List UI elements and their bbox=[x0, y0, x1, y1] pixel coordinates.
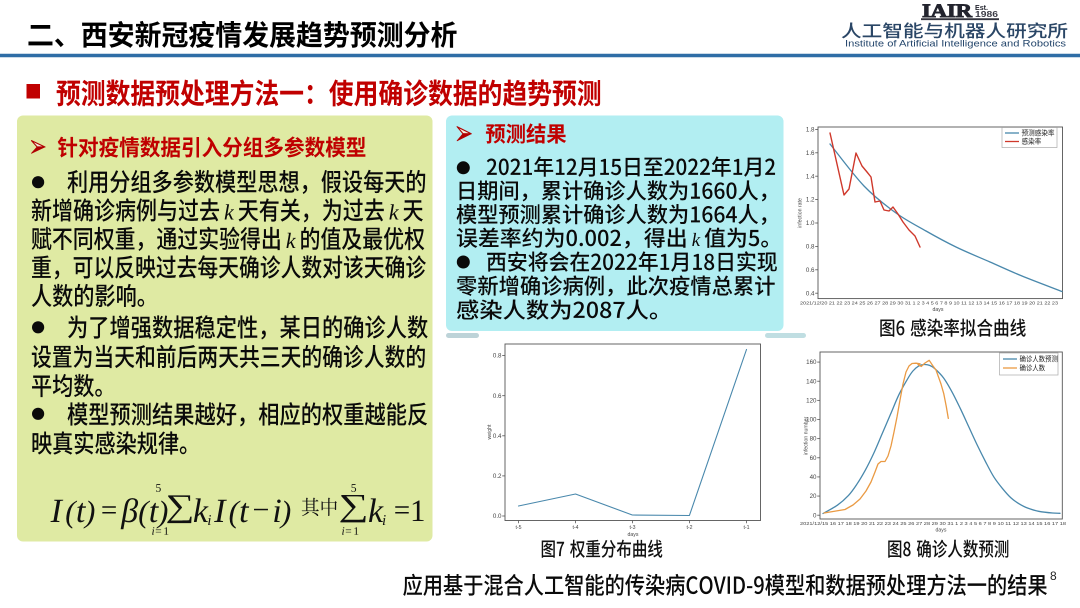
svg-text:2021/12/15 16 17 18 19 20 21 2: 2021/12/15 16 17 18 19 20 21 22 23 24 25… bbox=[800, 521, 1067, 526]
svg-text:weight: weight bbox=[487, 424, 493, 440]
svg-text:100: 100 bbox=[806, 417, 817, 424]
svg-text:t-2: t-2 bbox=[686, 525, 692, 531]
svg-text:infection number: infection number bbox=[804, 417, 810, 456]
svg-text:20: 20 bbox=[810, 493, 817, 500]
svg-text:0.6: 0.6 bbox=[493, 393, 502, 400]
svg-text:1.6: 1.6 bbox=[806, 150, 815, 157]
svg-text:0.4: 0.4 bbox=[493, 433, 502, 440]
svg-text:1.0: 1.0 bbox=[806, 220, 815, 227]
svg-text:60: 60 bbox=[810, 455, 817, 462]
svg-text:40: 40 bbox=[810, 474, 817, 481]
svg-text:t-5: t-5 bbox=[515, 525, 521, 531]
svg-text:1986: 1986 bbox=[975, 9, 998, 19]
svg-text:1.4: 1.4 bbox=[806, 173, 815, 180]
svg-text:80: 80 bbox=[810, 436, 817, 443]
svg-text:0.2: 0.2 bbox=[493, 473, 502, 480]
svg-text:t-4: t-4 bbox=[572, 525, 578, 531]
svg-text:Est.: Est. bbox=[975, 5, 988, 12]
svg-text:days: days bbox=[933, 307, 944, 313]
svg-text:1.8: 1.8 bbox=[806, 127, 815, 134]
svg-text:0.8: 0.8 bbox=[806, 244, 815, 251]
svg-text:infection rate: infection rate bbox=[798, 198, 804, 228]
svg-text:t-1: t-1 bbox=[743, 525, 749, 531]
svg-text:t-3: t-3 bbox=[629, 525, 635, 531]
svg-text:0: 0 bbox=[813, 512, 817, 519]
svg-text:2021/12/20 21 22 23 24 25 26 2: 2021/12/20 21 22 23 24 25 26 27 28 29 30… bbox=[800, 301, 1059, 306]
svg-text:140: 140 bbox=[806, 378, 817, 385]
svg-text:0.6: 0.6 bbox=[806, 267, 815, 274]
svg-text:0.8: 0.8 bbox=[493, 353, 502, 360]
svg-text:days: days bbox=[628, 532, 639, 538]
svg-text:IAIR: IAIR bbox=[922, 1, 972, 22]
svg-text:days: days bbox=[936, 528, 947, 534]
svg-text:Institute of Artificial Intell: Institute of Artificial Intelligence and… bbox=[845, 39, 1066, 49]
svg-text:0.4: 0.4 bbox=[806, 290, 815, 297]
svg-text:0.0: 0.0 bbox=[493, 513, 502, 520]
svg-text:120: 120 bbox=[806, 397, 817, 404]
svg-text:8: 8 bbox=[1050, 569, 1057, 583]
svg-text:160: 160 bbox=[806, 359, 817, 366]
svg-text:1.2: 1.2 bbox=[806, 197, 815, 204]
